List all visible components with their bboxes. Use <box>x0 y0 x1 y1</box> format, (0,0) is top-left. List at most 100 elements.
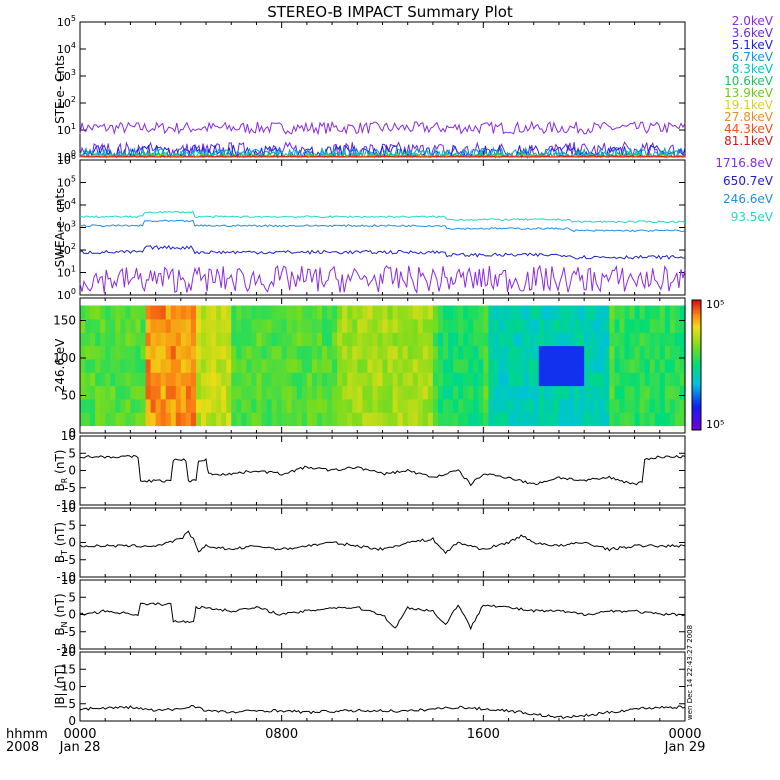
pad-cell <box>518 305 525 320</box>
pad-cell <box>629 398 636 413</box>
pad-cell <box>216 372 222 387</box>
pad-cell <box>342 412 348 427</box>
pad-cell <box>528 345 535 360</box>
pad-cell <box>523 398 530 413</box>
pad-cell <box>291 372 298 387</box>
pad-cell <box>589 412 595 427</box>
pad-cell <box>226 398 232 413</box>
pad-cell <box>669 358 676 373</box>
pad-cell <box>432 332 439 347</box>
pad-cell <box>256 345 263 360</box>
pad-cell <box>533 345 540 360</box>
pad-cell <box>417 398 424 413</box>
pad-cell <box>427 385 434 400</box>
pad-cell <box>508 345 515 360</box>
pad-cell <box>352 345 358 360</box>
colorbar-cell <box>692 404 701 407</box>
pad-cell <box>306 358 313 373</box>
bn-ytick-label: 10 <box>61 573 76 587</box>
pad-cell <box>508 412 515 427</box>
pad-cell <box>443 412 449 427</box>
pad-cell <box>468 412 474 427</box>
pad-cell <box>90 372 96 387</box>
pad-cell <box>180 372 187 387</box>
legend-swea-1716.8eV: 1716.8eV <box>715 156 773 170</box>
pad-cell <box>195 372 202 387</box>
pad-cell <box>574 358 580 373</box>
pad-cell <box>448 412 454 427</box>
pad-cell <box>251 372 258 387</box>
pad-cell <box>553 372 560 387</box>
pad-cell <box>392 385 399 400</box>
colorbar-cell <box>692 395 701 398</box>
pad-cell <box>402 398 409 413</box>
pad-cell <box>402 345 409 360</box>
pad-cell <box>352 385 358 400</box>
pad-cell <box>579 412 585 427</box>
pad-cell <box>463 318 469 333</box>
pad-cell <box>558 318 565 333</box>
pad-cell <box>185 305 192 320</box>
pad-cell <box>528 305 535 320</box>
bmag-ytick-label: 10 <box>61 680 76 694</box>
pad-cell <box>352 398 358 413</box>
pad-cell <box>634 358 641 373</box>
pad-cell <box>367 398 374 413</box>
pad-cell <box>266 332 273 347</box>
pad-cell <box>644 412 651 427</box>
pad-cell <box>251 358 258 373</box>
pad-cell <box>125 358 132 373</box>
pad-cell <box>533 372 540 387</box>
pad-cell <box>327 372 333 387</box>
pad-cell <box>165 398 172 413</box>
pad-cell <box>619 372 626 387</box>
pad-cell <box>402 358 409 373</box>
pad-cell <box>609 358 616 373</box>
pad-cell <box>493 305 500 320</box>
bt-ytick-label: -5 <box>64 553 76 567</box>
pad-cell <box>256 398 263 413</box>
br-ytick-label: -10 <box>56 498 76 512</box>
pad-cell <box>185 398 192 413</box>
pad-cell <box>100 385 106 400</box>
pad-cell <box>195 305 202 320</box>
pad-cell <box>533 332 540 347</box>
pad-cell <box>543 305 550 320</box>
pad-cell <box>468 372 474 387</box>
pad-ytick-label: 0 <box>68 426 76 440</box>
pad-cell <box>594 345 600 360</box>
pad-cell <box>271 385 278 400</box>
legend-swea-93.5eV: 93.5eV <box>731 210 774 224</box>
pad-cell <box>266 358 273 373</box>
pad-cell <box>639 318 646 333</box>
pad-ytick-label: 100 <box>53 351 76 365</box>
pad-cell <box>382 398 389 413</box>
pad-cell <box>175 412 182 427</box>
pad-cell <box>281 358 288 373</box>
pad-cell <box>337 318 343 333</box>
pad-cell <box>579 318 585 333</box>
pad-cell <box>412 385 419 400</box>
pad-cell <box>639 385 646 400</box>
pad-cell <box>216 305 222 320</box>
pad-cell <box>362 332 368 347</box>
pad-cell <box>614 412 621 427</box>
pad-cell <box>679 372 686 387</box>
pad-cell <box>226 318 232 333</box>
pad-cell <box>377 385 384 400</box>
pad-cell <box>135 398 142 413</box>
pad-cell <box>659 385 666 400</box>
swea-ytick-label: 102 <box>57 242 76 257</box>
pad-cell <box>478 385 484 400</box>
pad-cell <box>407 385 414 400</box>
pad-cell <box>453 372 459 387</box>
pad-cell <box>533 385 540 400</box>
pad-cell <box>614 305 621 320</box>
pad-cell <box>327 305 333 320</box>
pad-cell <box>306 318 313 333</box>
pad-cell <box>654 305 661 320</box>
pad-cell <box>382 305 389 320</box>
swea-ytick-label: 100 <box>57 287 76 302</box>
colorbar-cell <box>692 417 701 420</box>
pad-cell <box>574 412 580 427</box>
